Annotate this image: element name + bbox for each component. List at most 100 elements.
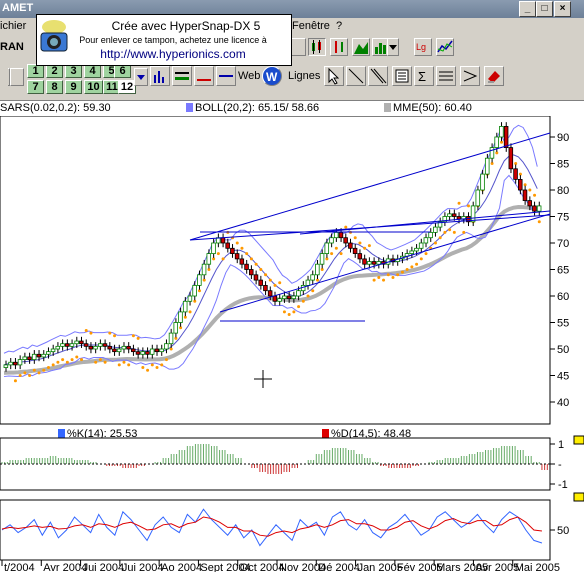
sar-dot xyxy=(98,358,102,362)
candle-body xyxy=(437,221,443,228)
window-title: AMET xyxy=(2,2,34,14)
candle-body xyxy=(513,168,518,180)
hlines-tool[interactable] xyxy=(436,66,456,86)
sar-dot xyxy=(514,162,518,165)
area-button[interactable] xyxy=(352,38,370,56)
candle-body xyxy=(64,343,70,347)
legend-mme-text: MME(50): 60.40 xyxy=(393,102,472,114)
period-button-4[interactable]: 4 xyxy=(84,64,101,78)
period-dropdown[interactable] xyxy=(134,68,148,86)
arrow-tool[interactable] xyxy=(460,66,480,86)
stamp-link[interactable]: http://www.hyperionics.com xyxy=(100,47,246,61)
period-button-6[interactable]: 6 xyxy=(114,64,131,78)
menu-fichier[interactable]: ichier xyxy=(0,20,27,32)
candle-body xyxy=(102,343,108,347)
candle-body xyxy=(333,232,339,239)
fibonacci-tool[interactable] xyxy=(392,66,412,86)
candle-body xyxy=(8,361,13,366)
indicator-button-1[interactable] xyxy=(150,66,170,86)
sar-dot xyxy=(188,310,192,314)
candle-body xyxy=(319,253,325,265)
channel-tool[interactable] xyxy=(368,66,388,86)
compare-button[interactable] xyxy=(436,38,454,56)
period-button-9[interactable]: 9 xyxy=(65,80,82,94)
ohlc-button[interactable] xyxy=(330,38,348,56)
sar-dot xyxy=(207,268,211,271)
sar-dot xyxy=(65,360,69,364)
candle-body xyxy=(338,232,344,239)
candle-body xyxy=(286,295,292,300)
candle-body xyxy=(126,345,131,350)
candle-body xyxy=(522,189,528,201)
sar-dot xyxy=(278,281,282,285)
sar-dot xyxy=(297,305,301,309)
menu-fenetre[interactable]: Fenêtre xyxy=(292,20,330,32)
close-button[interactable]: × xyxy=(554,1,571,17)
candle-body xyxy=(503,125,509,149)
indicator-button-4[interactable] xyxy=(216,66,236,86)
sar-dot xyxy=(46,366,50,370)
globe-icon: W xyxy=(266,70,278,84)
period-button-2[interactable]: 2 xyxy=(46,64,63,78)
sar-dot xyxy=(75,355,79,359)
candle-body xyxy=(296,290,301,297)
menu-help[interactable]: ? xyxy=(336,20,343,32)
text-tool[interactable]: Σ xyxy=(414,66,434,86)
chart-type-dropdown[interactable] xyxy=(387,38,399,56)
sar-dot xyxy=(386,273,390,277)
period-button-8[interactable]: 8 xyxy=(46,80,63,94)
sar-dot xyxy=(466,204,470,208)
candle-body xyxy=(206,253,212,265)
candle-body xyxy=(178,311,183,323)
candle-body xyxy=(371,261,377,265)
sar-dot xyxy=(282,310,286,314)
sar-dot xyxy=(419,257,423,261)
cursor-icon xyxy=(328,67,340,85)
line-tool[interactable] xyxy=(346,66,366,86)
web-label: Web xyxy=(238,70,261,82)
price-pane[interactable] xyxy=(0,116,551,425)
period-button-1[interactable]: 1 xyxy=(27,64,44,78)
maximize-button[interactable]: □ xyxy=(536,1,553,17)
candle-body xyxy=(234,253,240,260)
indicator-button-3[interactable] xyxy=(194,66,214,86)
sar-dot xyxy=(443,230,447,234)
price-tick-label: 50 xyxy=(557,344,569,356)
pointer-tool[interactable] xyxy=(324,66,344,86)
web-button[interactable]: W xyxy=(262,66,282,86)
sar-dot xyxy=(325,257,329,261)
indicator-button-2[interactable] xyxy=(172,66,192,86)
stamp-line-1: Crée avec HyperSnap-DX 5 xyxy=(111,19,261,33)
stoch-pane[interactable] xyxy=(0,499,551,561)
boll-upper-line xyxy=(3,124,538,354)
period-button-3[interactable]: 3 xyxy=(65,64,82,78)
date-tick-label: t/2004 xyxy=(4,562,35,572)
stoch-k-line xyxy=(1,508,543,547)
candle-body xyxy=(112,348,117,353)
sar-dot xyxy=(240,246,244,250)
price-tick-label: 80 xyxy=(557,185,569,197)
candle-body xyxy=(508,147,514,170)
candle-body xyxy=(414,247,419,252)
candle-body xyxy=(267,290,273,297)
candle-body xyxy=(484,157,490,175)
period-button-12[interactable]: 12 xyxy=(118,80,136,94)
minimize-button[interactable]: _ xyxy=(519,1,536,17)
period-menu-button[interactable] xyxy=(10,68,24,86)
eraser-tool[interactable] xyxy=(484,66,504,86)
sigma-icon: Σ xyxy=(418,69,426,84)
period-button-10[interactable]: 10 xyxy=(84,80,103,94)
sar-dot xyxy=(259,268,263,271)
sar-dot xyxy=(330,252,334,256)
pane-resize-handle-2[interactable] xyxy=(573,492,584,502)
bars-icon xyxy=(175,72,189,80)
log-scale-button[interactable]: Lg xyxy=(414,38,432,56)
horizontal-lines-icon xyxy=(439,71,453,81)
candle-chart-button[interactable] xyxy=(308,38,326,56)
sar-dot xyxy=(113,334,117,338)
pane-resize-handle-1[interactable] xyxy=(573,435,584,445)
candle-body xyxy=(3,364,9,368)
k-swatch xyxy=(58,429,65,438)
chart-area[interactable]: 90 85 80 75 70 65 60 55 50 45 40 1 - -1 50 t/2004 Avr 20… xyxy=(0,116,584,572)
period-button-7[interactable]: 7 xyxy=(27,80,44,94)
